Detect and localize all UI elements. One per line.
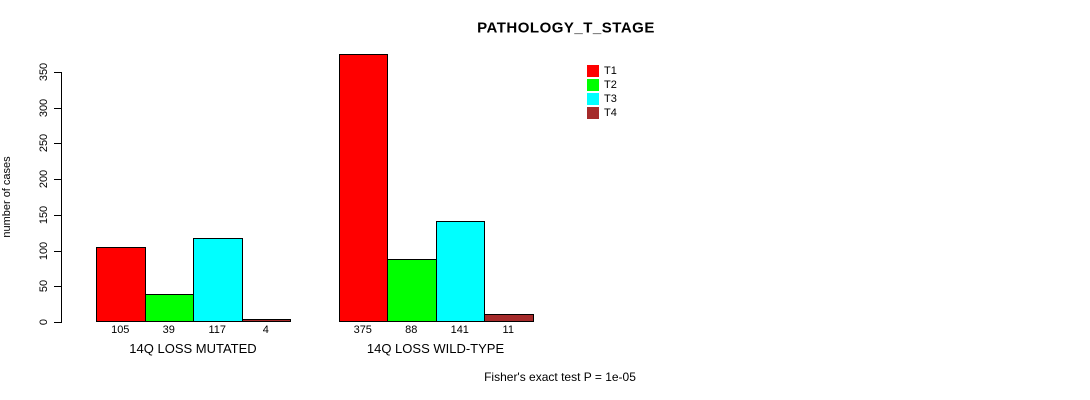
bar-value-label-T1-group1: 105 [111, 324, 130, 336]
y-tick-mark-300 [54, 107, 61, 109]
y-axis-line [61, 72, 62, 323]
bar-T4-group1 [241, 319, 291, 322]
legend-swatch-T3-icon [587, 92, 599, 105]
y-tick-mark-200 [54, 179, 61, 181]
legend-label-T4: T4 [604, 106, 617, 119]
y-axis-label: number of cases [1, 156, 13, 238]
bar-T1-group2 [338, 54, 388, 322]
category-label-group2: 14Q LOSS WILD-TYPE [366, 341, 505, 356]
legend-label-T1: T1 [604, 64, 617, 77]
bar-T3-group2 [435, 221, 485, 322]
bar-T4-group2 [484, 314, 534, 322]
bar-value-label-T2-group1: 39 [162, 324, 175, 336]
y-tick-mark-250 [54, 143, 61, 145]
y-tick-mark-50 [54, 286, 61, 288]
bar-value-label-T4-group1: 4 [262, 324, 269, 336]
legend-row-T3: T3 [587, 92, 617, 105]
bar-T2-group1 [144, 294, 194, 322]
legend-swatch-T2-icon [587, 78, 599, 91]
y-tick-mark-100 [54, 250, 61, 252]
legend-label-T2: T2 [604, 78, 617, 91]
bar-value-label-T1-group2: 375 [353, 324, 372, 336]
y-tick-mark-0 [54, 322, 61, 323]
y-tick-label-100: 100 [38, 241, 50, 260]
y-tick-mark-150 [54, 214, 61, 216]
legend-label-T3: T3 [604, 92, 617, 105]
chart-title: PATHOLOGY_T_STAGE [477, 19, 655, 37]
bar-T2-group2 [387, 259, 437, 322]
bar-value-label-T3-group2: 141 [450, 324, 469, 336]
legend: T1 T2 T3 T4 [587, 64, 617, 120]
y-tick-label-50: 50 [38, 280, 50, 293]
legend-row-T4: T4 [587, 106, 617, 119]
legend-swatch-T4-icon [587, 106, 599, 119]
bar-T3-group1 [193, 238, 243, 322]
y-tick-label-150: 150 [38, 205, 50, 225]
bar-value-label-T4-group2: 11 [502, 324, 514, 336]
category-label-group1: 14Q LOSS MUTATED [129, 341, 257, 356]
y-tick-mark-350 [54, 72, 61, 73]
legend-row-T1: T1 [587, 64, 617, 77]
bar-T1-group1 [96, 247, 146, 322]
legend-swatch-T1-icon [587, 64, 599, 77]
fisher-test-annotation: Fisher's exact test P = 1e-05 [484, 370, 636, 384]
y-tick-label-250: 250 [38, 134, 50, 153]
y-tick-label-200: 200 [38, 169, 50, 189]
legend-row-T2: T2 [587, 78, 617, 91]
y-tick-label-350: 350 [38, 62, 50, 82]
y-tick-label-300: 300 [38, 98, 50, 117]
y-tick-label-0: 0 [38, 318, 50, 326]
bar-value-label-T3-group1: 117 [208, 324, 227, 336]
bar-value-label-T2-group2: 88 [405, 324, 418, 336]
